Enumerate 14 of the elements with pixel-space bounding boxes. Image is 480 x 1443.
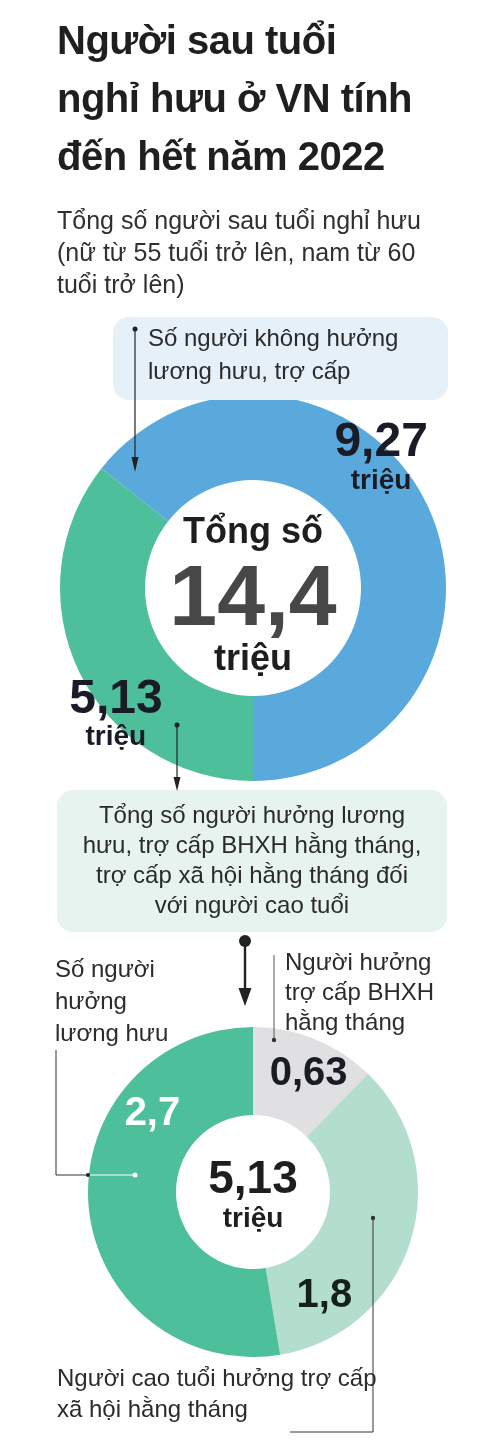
slice-label: Người cao tuổi hưởng trợ cấp xã hội hằng tháng	[57, 1363, 378, 1424]
chart-title: Người sau tuổi nghỉ hưu ở VN tính đến hết năm 2022	[57, 17, 413, 180]
text: triệu	[221, 1202, 285, 1234]
slice-label: Tổng số người hưởng lương hưu, trợ cấp BHXH hằng tháng, trợ cấp xã hội hằng tháng đối với người cao tuổi	[81, 800, 423, 920]
chart-subtitle: Tổng số người sau tuổi nghỉ hưu (nữ từ 55 tuổi trở lên, nam từ 60 tuổi trở lên)	[57, 205, 422, 300]
slice-label: Số người hưởng lương hưu	[55, 954, 170, 1048]
text: 5,13	[207, 1150, 299, 1204]
data-label: 2,7	[124, 1089, 181, 1134]
callout-box: Tổng số người hưởng lương hưu, trợ cấp BHXH hằng tháng, trợ cấp xã hội hằng tháng đối với người cao tuổi	[57, 790, 447, 932]
callout-box: Số người không hưởng lương hưu, trợ cấp	[113, 317, 448, 400]
slice-label: Người hưởng trợ cấp BHXH hằng tháng	[285, 947, 436, 1037]
data-label: 0,63	[269, 1049, 348, 1094]
data-label: 1,8	[296, 1271, 353, 1316]
slice-label: Số người không hưởng lương hưu, trợ cấp	[147, 323, 400, 386]
